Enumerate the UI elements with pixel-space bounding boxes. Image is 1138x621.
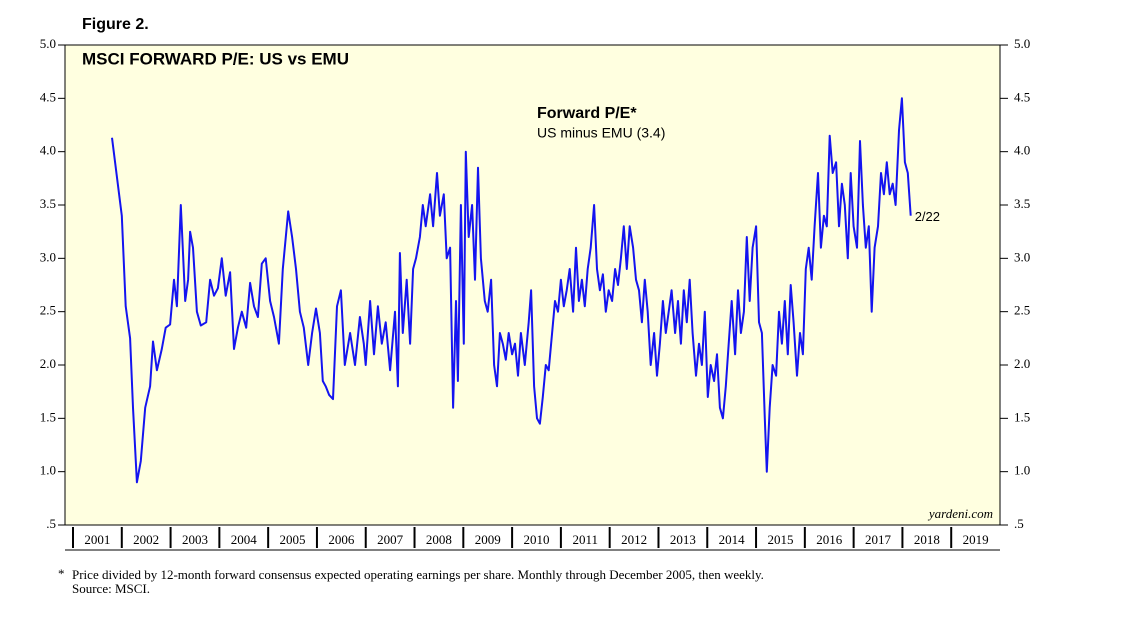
footnote: Price divided by 12-month forward consen… <box>72 567 764 582</box>
x-tick-label: 2001 <box>84 532 110 547</box>
y-tick-label: 4.0 <box>40 143 56 158</box>
x-tick-label: 2010 <box>524 532 550 547</box>
x-tick-label: 2015 <box>767 532 793 547</box>
x-tick-label: 2004 <box>231 532 258 547</box>
x-tick-label: 2019 <box>963 532 989 547</box>
source: Source: MSCI. <box>72 581 150 596</box>
legend-subtitle: US minus EMU (3.4) <box>537 125 665 141</box>
y-tick-label: 2.0 <box>40 356 56 371</box>
y-tick-label: 1.0 <box>40 463 56 478</box>
figure-label: Figure 2. <box>82 16 149 33</box>
x-tick-label: 2006 <box>328 532 355 547</box>
plot-area <box>64 44 1001 526</box>
y-tick-label: 1.5 <box>40 409 56 424</box>
legend-title: Forward P/E* <box>537 105 637 122</box>
x-tick-label: 2009 <box>475 532 501 547</box>
y-tick-label: 4.5 <box>40 89 56 104</box>
x-tick-label: 2005 <box>280 532 306 547</box>
y-tick-label: 5.0 <box>40 36 56 51</box>
footnote-marker: * <box>58 566 65 581</box>
y2-tick-label: 2.0 <box>1014 356 1030 371</box>
y2-tick-label: 3.0 <box>1014 249 1030 264</box>
y-tick-label: .5 <box>46 516 56 531</box>
x-tick-label: 2011 <box>573 532 599 547</box>
x-tick-label: 2007 <box>377 532 404 547</box>
watermark: yardeni.com <box>927 506 993 521</box>
x-tick-label: 2017 <box>865 532 892 547</box>
x-tick-label: 2013 <box>670 532 696 547</box>
y-tick-label: 3.5 <box>40 196 56 211</box>
y2-tick-label: 1.0 <box>1014 463 1030 478</box>
y2-tick-label: 3.5 <box>1014 196 1030 211</box>
x-tick-label: 2014 <box>719 532 746 547</box>
y2-tick-label: .5 <box>1014 516 1024 531</box>
x-tick-label: 2018 <box>914 532 940 547</box>
y2-tick-label: 4.0 <box>1014 143 1030 158</box>
x-tick-label: 2008 <box>426 532 452 547</box>
x-tick-label: 2016 <box>816 532 843 547</box>
chart-title: MSCI FORWARD P/E: US vs EMU <box>82 49 349 68</box>
x-tick-label: 2012 <box>621 532 647 547</box>
end-label: 2/22 <box>915 209 940 224</box>
y2-tick-label: 1.5 <box>1014 409 1030 424</box>
y-tick-label: 3.0 <box>40 249 56 264</box>
y-tick-label: 2.5 <box>40 303 56 318</box>
y2-tick-label: 4.5 <box>1014 89 1030 104</box>
x-tick-label: 2003 <box>182 532 208 547</box>
y2-tick-label: 5.0 <box>1014 36 1030 51</box>
y2-tick-label: 2.5 <box>1014 303 1030 318</box>
data-line <box>111 97 912 484</box>
x-tick-label: 2002 <box>133 532 159 547</box>
